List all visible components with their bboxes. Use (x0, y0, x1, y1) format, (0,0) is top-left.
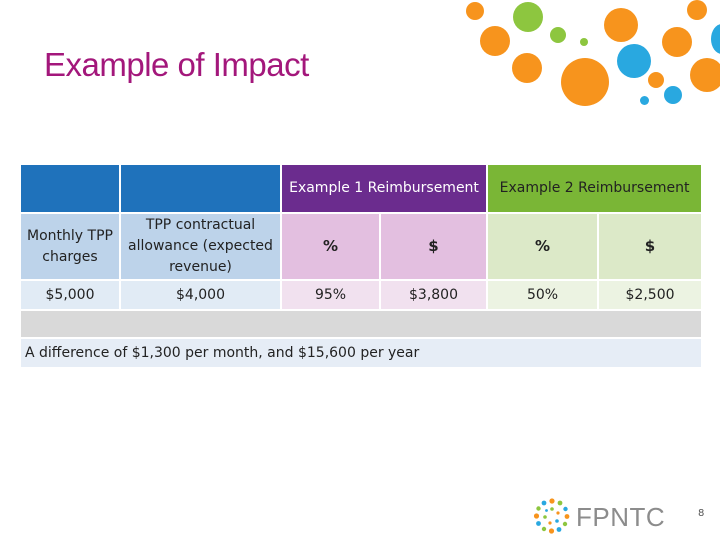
ex1-dollar-header: $ (378, 212, 489, 281)
table-row: $5,000 $4,000 95% $3,800 50% $2,500 (19, 279, 704, 311)
fpntc-logo: FPNTC (533, 497, 673, 537)
dot (648, 72, 664, 88)
impact-table: Example 1 Reimbursement Example 2 Reimbu… (18, 163, 704, 369)
table-subheader-row: Monthly TPP charges TPP contractual allo… (19, 212, 704, 281)
difference-note-cell: A difference of $1,300 per month, and $1… (18, 337, 704, 369)
logo-text: FPNTC (576, 502, 666, 532)
dot (512, 53, 542, 83)
ex1-percent-header: % (280, 212, 381, 281)
spacer-cell (18, 309, 704, 339)
ex2-dollar-header: $ (597, 212, 704, 281)
dot (480, 26, 510, 56)
ex2-percent-header: % (486, 212, 600, 281)
example1-header: Example 1 Reimbursement (279, 163, 489, 214)
header-blank-cell (19, 163, 121, 214)
ex2-percent-value: 50% (486, 279, 600, 311)
dot (640, 96, 649, 105)
dot (561, 58, 609, 106)
dot (604, 8, 638, 42)
slide-title: Example of Impact (44, 46, 309, 83)
dot (662, 27, 692, 57)
monthly-charges-value: $5,000 (19, 279, 121, 311)
dot (664, 86, 682, 104)
contractual-allowance-label: TPP contractual allowance (expected reve… (119, 212, 282, 281)
monthly-charges-label: Monthly TPP charges (19, 212, 121, 281)
table-note-row: A difference of $1,300 per month, and $1… (18, 337, 704, 369)
ex1-amount-value: $3,800 (378, 279, 489, 311)
dot (513, 2, 543, 32)
difference-note: A difference of $1,300 per month, and $1… (25, 344, 420, 361)
dot (690, 58, 720, 92)
dot (580, 38, 588, 46)
table-header-row: Example 1 Reimbursement Example 2 Reimbu… (19, 163, 704, 214)
logo-dots-icon (533, 498, 570, 534)
ex2-amount-value: $2,500 (597, 279, 704, 311)
dot (466, 2, 484, 20)
page-number: 8 (698, 508, 705, 519)
table-spacer-row (18, 309, 704, 339)
dot (687, 0, 707, 20)
dot (550, 27, 566, 43)
header-blank-cell (119, 163, 282, 214)
dot (617, 44, 651, 78)
ex1-percent-value: 95% (280, 279, 381, 311)
dot (711, 24, 720, 54)
allowance-value: $4,000 (119, 279, 282, 311)
example2-header: Example 2 Reimbursement (486, 163, 704, 214)
